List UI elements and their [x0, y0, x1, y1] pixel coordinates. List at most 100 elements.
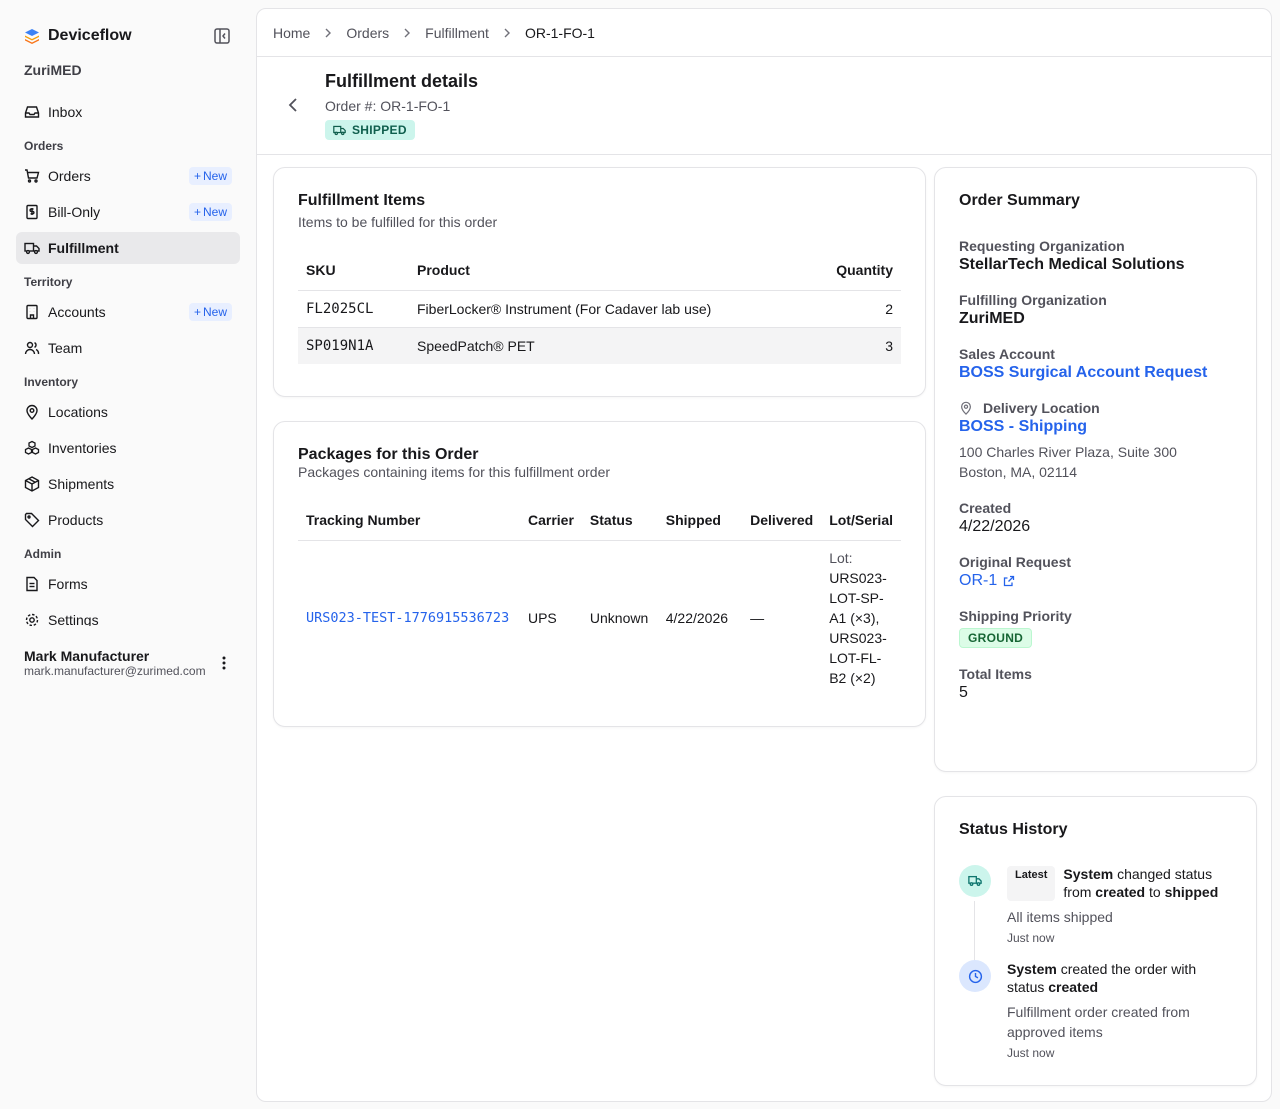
product-cell: SpeedPatch® PET — [409, 327, 808, 364]
sidebar-item-accounts[interactable]: Accounts + New — [16, 296, 240, 328]
receipt-icon — [24, 204, 40, 220]
sidebar-item-label: Forms — [48, 576, 88, 592]
sku-cell: FL2025CL — [298, 290, 409, 328]
column-header-shipped: Shipped — [657, 500, 743, 541]
breadcrumb: Home Orders Fulfillment OR-1-FO-1 — [257, 9, 1271, 57]
sidebar-item-label: Locations — [48, 404, 108, 420]
field-value: 4/22/2026 — [959, 518, 1031, 535]
sidebar-item-label: Accounts — [48, 304, 106, 320]
sidebar-collapse-icon[interactable] — [212, 26, 232, 46]
column-header-product: Product — [409, 250, 808, 291]
sidebar-item-inbox[interactable]: Inbox — [16, 96, 240, 128]
sidebar-item-label: Settings — [48, 612, 99, 626]
delivered-cell: — — [750, 610, 765, 627]
field-label: Delivery Location — [959, 400, 1232, 416]
history-to-status: shipped — [1164, 884, 1219, 900]
chevron-right-icon — [324, 28, 332, 38]
plus-icon: + — [193, 169, 201, 183]
truck-icon — [333, 125, 346, 135]
sidebar-item-bill-only[interactable]: Bill-Only + New — [16, 196, 240, 228]
card-description: Items to be fulfilled for this order — [298, 214, 498, 230]
new-order-button[interactable]: + New — [188, 167, 232, 185]
table-header-row: Tracking Number Carrier Status Shipped D… — [298, 500, 901, 541]
table-row[interactable]: FL2025CL FiberLocker® Instrument (For Ca… — [298, 290, 901, 328]
plus-icon: + — [193, 205, 201, 219]
table-row[interactable]: SP019N1A SpeedPatch® PET 3 — [298, 327, 901, 364]
carrier-cell: UPS — [527, 610, 557, 627]
new-bill-only-button[interactable]: + New — [188, 203, 232, 221]
history-text-part: created the order with status — [1007, 961, 1197, 995]
sidebar-item-fulfillment[interactable]: Fulfillment — [16, 232, 240, 264]
user-menu[interactable]: Mark Manufacturer mark.manufacturer@zuri… — [16, 648, 240, 678]
column-header-delivered: Delivered — [742, 500, 822, 541]
history-entry: System created the order with status cre… — [959, 960, 1232, 1060]
latest-badge: Latest — [1007, 866, 1056, 901]
original-request-link[interactable]: OR-1 — [959, 572, 1232, 590]
lot-line: B2 (×2) — [829, 670, 876, 687]
history-time: Just now — [1007, 1046, 1055, 1060]
field-label: Requesting Organization — [959, 238, 1125, 254]
lot-line: LOT-FL- — [829, 650, 882, 667]
building-icon — [24, 304, 40, 320]
back-arrow-icon[interactable] — [285, 95, 301, 115]
column-header-lot-serial: Lot/Serial — [821, 500, 901, 541]
status-text: SHIPPED — [352, 123, 407, 137]
nav-section-admin: Admin — [24, 547, 62, 561]
priority-badge: GROUND — [959, 628, 1033, 648]
sales-account: Sales Account BOSS Surgical Account Requ… — [959, 346, 1232, 382]
form-icon — [24, 576, 40, 592]
sidebar-item-team[interactable]: Team — [16, 332, 240, 364]
history-note: All items shipped — [1007, 909, 1113, 925]
history-text: System changed status from created to sh… — [1063, 865, 1232, 901]
truck-icon — [24, 240, 40, 256]
sidebar-item-locations[interactable]: Locations — [16, 396, 240, 428]
quantity-cell: 3 — [807, 327, 901, 364]
sidebar-item-orders[interactable]: Orders + New — [16, 160, 240, 192]
status-history-card: Status History Latest System changed sta… — [934, 796, 1257, 1086]
new-label: New — [202, 305, 227, 319]
plus-icon: + — [193, 305, 201, 319]
field-label: Created — [959, 500, 1012, 516]
sidebar-nav: Inbox Orders Orders + New Bill-Only + New … — [16, 96, 240, 626]
breadcrumb-orders[interactable]: Orders — [346, 24, 390, 41]
sidebar-item-settings[interactable]: Settings — [16, 604, 240, 626]
history-entry: Latest System changed status from create… — [959, 865, 1232, 961]
breadcrumb-home[interactable]: Home — [273, 24, 311, 41]
packages-card: Packages for this Order Packages contain… — [273, 421, 926, 727]
sidebar-item-products[interactable]: Products — [16, 504, 240, 536]
sidebar-item-label: Inventories — [48, 440, 117, 456]
more-vertical-icon[interactable] — [216, 656, 232, 670]
page-title: Fulfillment details — [325, 71, 479, 91]
field-value: ZuriMED — [959, 310, 1025, 327]
sidebar-item-forms[interactable]: Forms — [16, 568, 240, 600]
chevron-right-icon — [403, 28, 411, 38]
card-title: Packages for this Order — [298, 446, 479, 463]
sidebar-item-label: Bill-Only — [48, 204, 101, 220]
card-title: Order Summary — [959, 192, 1080, 209]
fulfillment-items-table: SKU Product Quantity FL2025CL FiberLocke… — [298, 250, 901, 364]
field-label: Shipping Priority — [959, 608, 1072, 624]
breadcrumb-fulfillment[interactable]: Fulfillment — [425, 24, 489, 41]
sidebar-item-label: Orders — [48, 168, 91, 184]
new-account-button[interactable]: + New — [188, 303, 232, 321]
user-name: Mark Manufacturer — [24, 648, 150, 664]
brand: Deviceflow — [16, 16, 240, 56]
field-label: Total Items — [959, 666, 1032, 682]
card-title: Status History — [959, 821, 1068, 838]
sidebar-item-shipments[interactable]: Shipments — [16, 468, 240, 500]
lot-line: A1 (×3), — [829, 610, 880, 627]
card-description: Packages containing items for this fulfi… — [298, 464, 611, 480]
chevron-right-icon — [503, 28, 511, 38]
tracking-number-link[interactable]: URS023-TEST-1776915536723 — [306, 610, 510, 627]
history-note: Fulfillment order created from approved … — [1007, 1004, 1190, 1040]
lot-line: LOT-SP- — [829, 590, 884, 607]
truck-icon — [959, 865, 991, 897]
sidebar-item-inventories[interactable]: Inventories — [16, 432, 240, 464]
sales-account-link[interactable]: BOSS Surgical Account Request — [959, 364, 1208, 381]
history-from-status: created — [1095, 884, 1146, 900]
delivery-location-link[interactable]: BOSS - Shipping — [959, 418, 1087, 435]
sidebar-item-label: Team — [48, 340, 83, 356]
original-request: Original Request OR-1 — [959, 554, 1232, 590]
lot-line: URS023- — [829, 630, 887, 647]
column-header-status: Status — [581, 500, 658, 541]
